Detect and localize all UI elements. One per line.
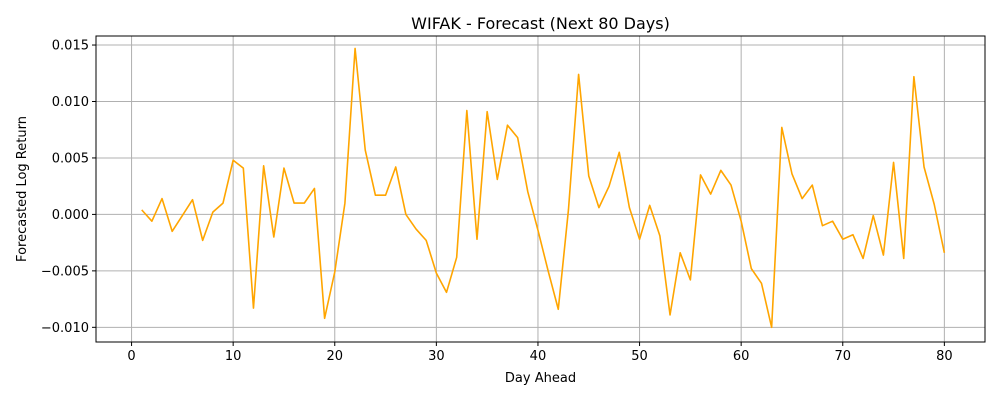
y-axis-title: Forecasted Log Return: [15, 116, 30, 262]
y-tick-label: −0.010: [41, 321, 89, 336]
tick-layer: 0 10 20 30 40 50 60 70 80 −0.010 −0.005 0.000 0.005 0…: [41, 39, 953, 364]
x-tick-label: 70: [834, 349, 851, 364]
series-line-0: [141, 47, 946, 329]
y-tick-label: 0.010: [52, 95, 89, 110]
x-tick-label: 10: [225, 349, 242, 364]
x-tick-label: 60: [733, 349, 750, 364]
x-tick-label: 50: [631, 349, 648, 364]
y-tick-label: 0.000: [52, 208, 89, 223]
x-tick-label: 0: [127, 349, 135, 364]
x-tick-label: 40: [530, 349, 547, 364]
series-layer: [141, 47, 946, 329]
grid-layer: [96, 36, 985, 342]
x-axis-title: Day Ahead: [505, 371, 576, 386]
y-tick-label: 0.015: [52, 39, 89, 54]
y-tick-label: −0.005: [41, 264, 89, 279]
plot-frame: [95, 35, 986, 343]
x-tick-label: 20: [326, 349, 343, 364]
y-tick-label: 0.005: [52, 151, 89, 166]
chart-title: WIFAK - Forecast (Next 80 Days): [411, 14, 670, 33]
x-tick-label: 80: [936, 349, 953, 364]
x-tick-label: 30: [428, 349, 445, 364]
